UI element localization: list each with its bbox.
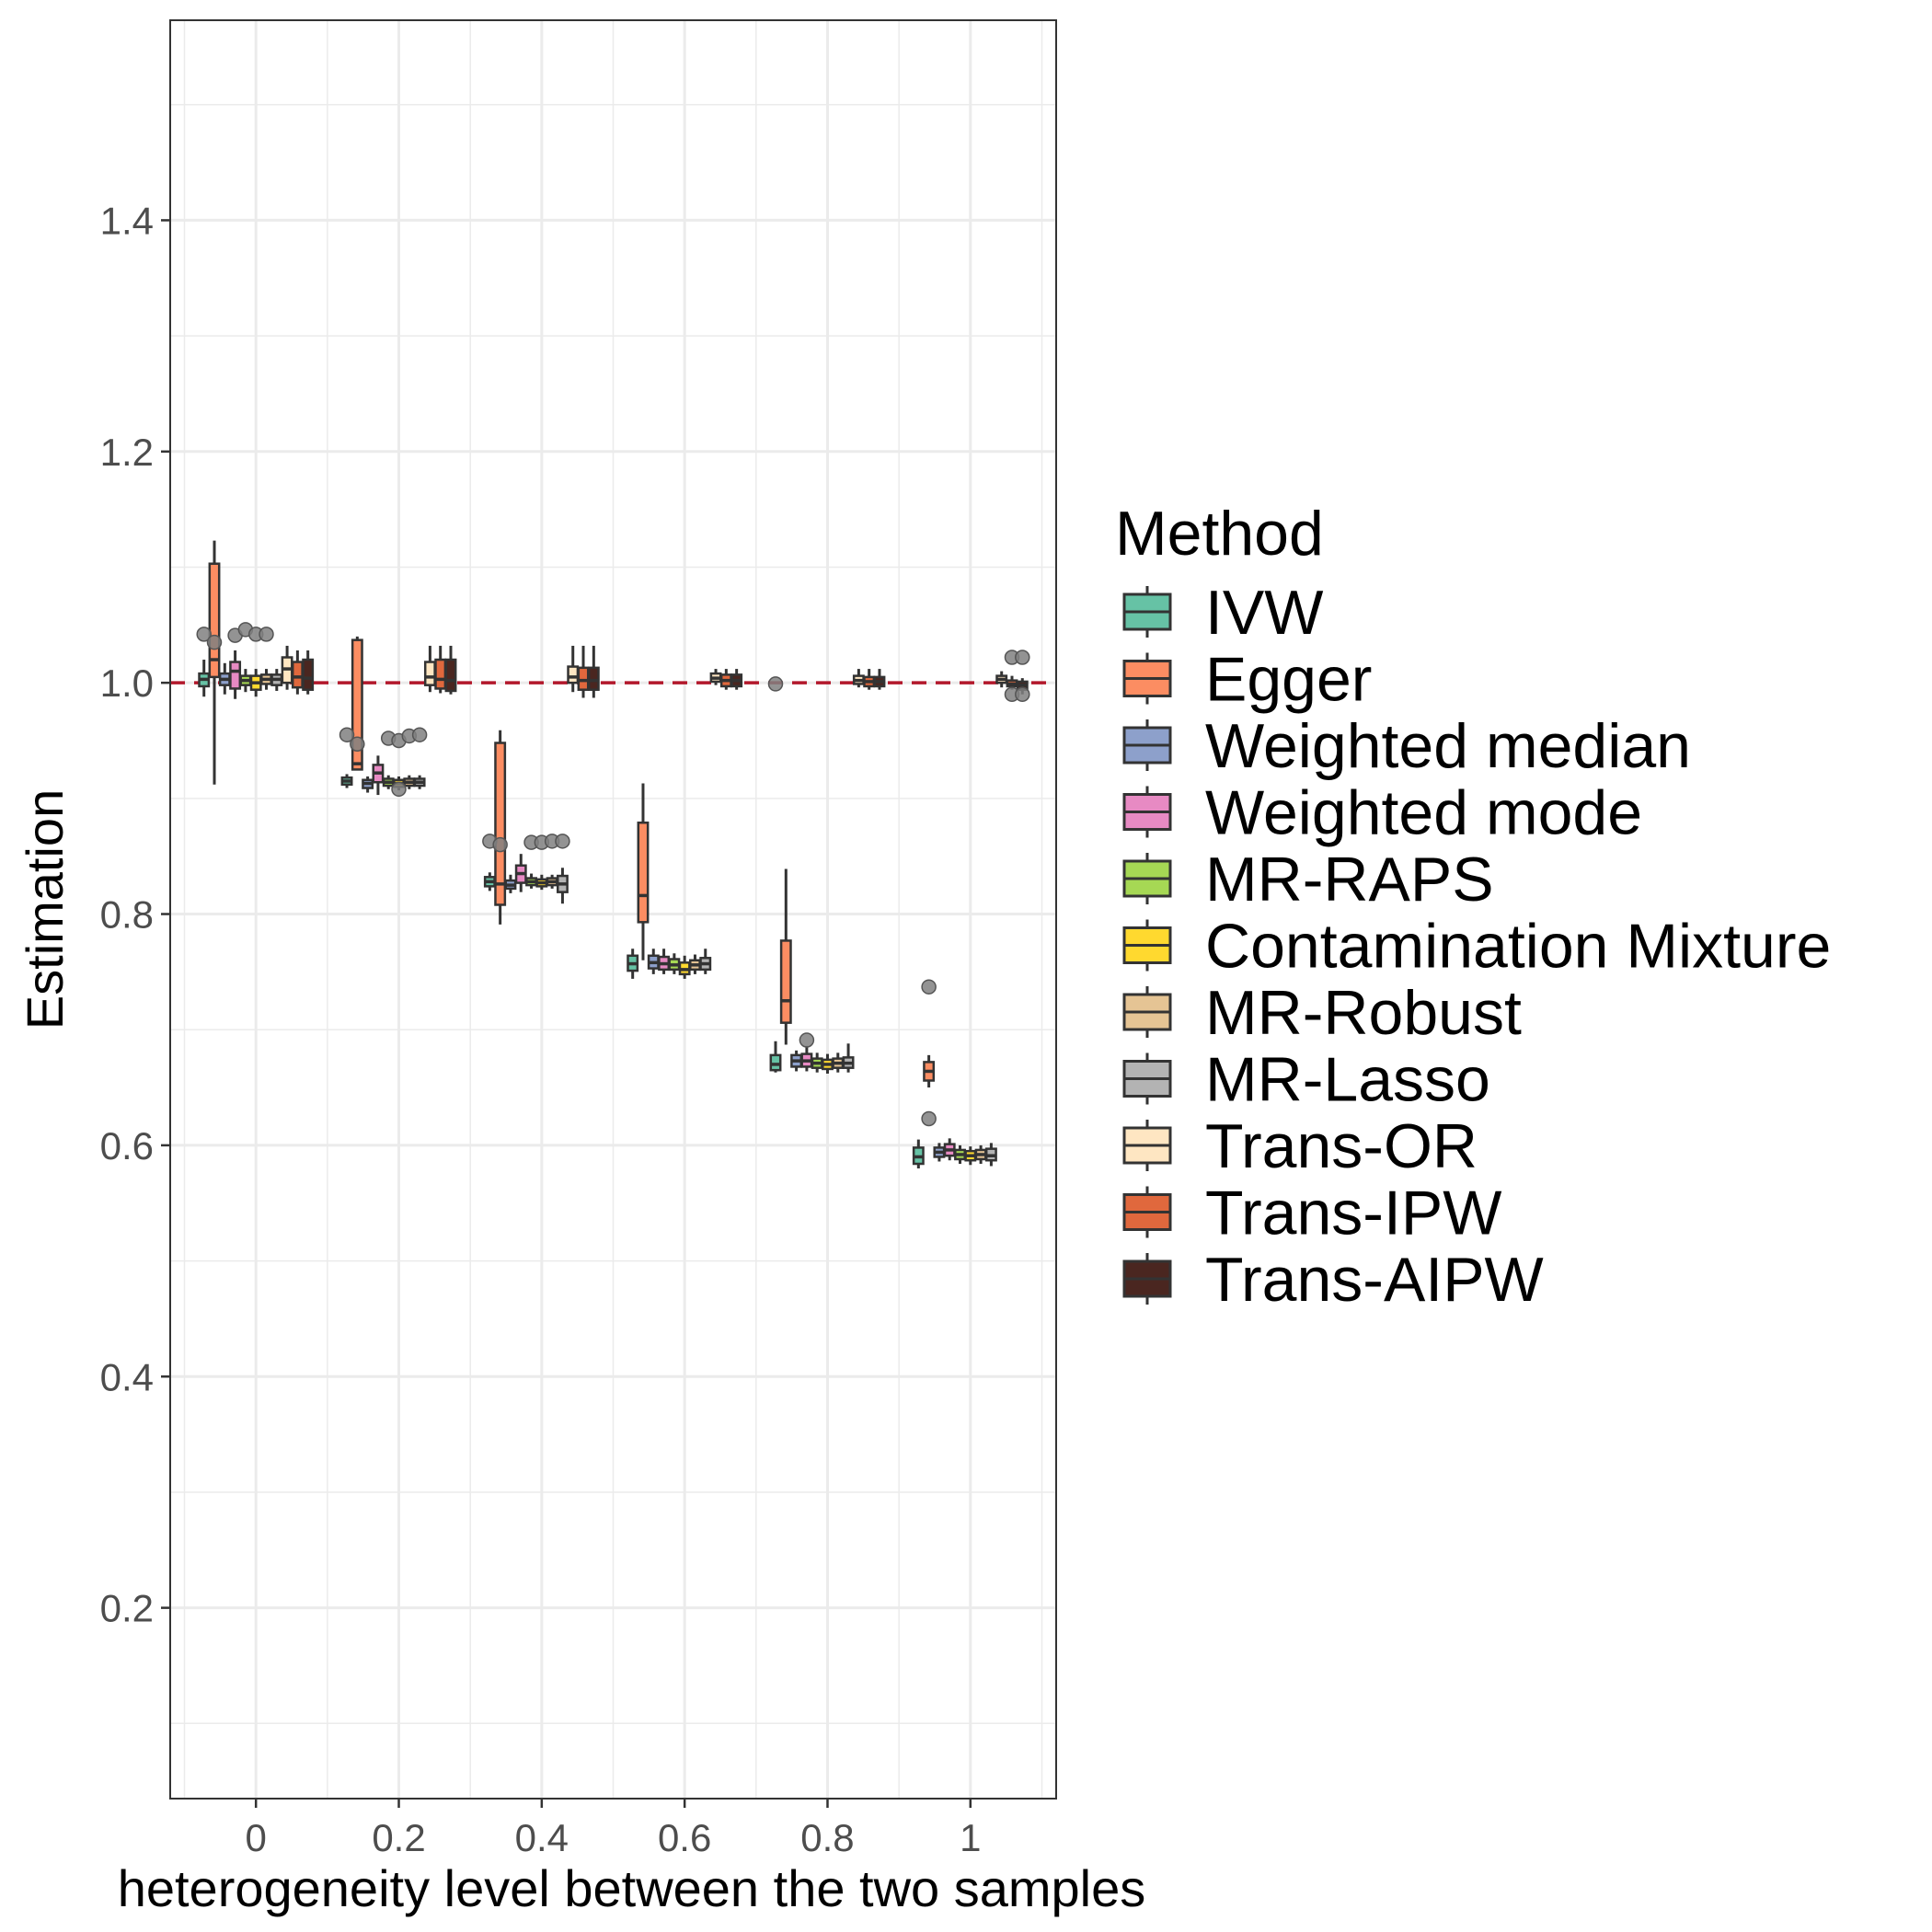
outliers-layer (196, 622, 1030, 1127)
box-egger (208, 562, 221, 679)
outlier-point (196, 627, 212, 642)
outlier-point (259, 627, 274, 642)
box-trans-ipw (577, 666, 590, 691)
box-trans-ipw (291, 661, 304, 689)
axes-layer: 0.2 0.4 0.6 0.8 1.0 1.2 1.4 0 0.2 0.4 0.6 0.8 1 (100, 199, 982, 1859)
y-tick-label: 1.4 (100, 199, 154, 242)
legend-label: MR-Lasso (1205, 1045, 1490, 1115)
outlier-point (350, 736, 365, 753)
legend-label: MR-Robust (1205, 978, 1522, 1048)
box-weighted-mode (229, 661, 242, 690)
box-trans-ipw (434, 658, 447, 690)
grid-layer (170, 20, 1056, 1799)
y-tick-label: 0.8 (100, 893, 154, 937)
outlier-point (1015, 686, 1030, 702)
box-trans-or (423, 661, 436, 686)
box-trans-aipw (302, 658, 315, 691)
outlier-point (799, 1032, 815, 1048)
outlier-point (206, 634, 223, 650)
outlier-point (555, 834, 570, 849)
y-axis-title: Estimation (16, 789, 74, 1029)
box-egger (351, 638, 363, 771)
outlier-point (391, 781, 407, 798)
legend-label: Contamination Mixture (1205, 912, 1831, 982)
legend-label: Trans-OR (1205, 1111, 1478, 1181)
plot-panel-border (169, 19, 1057, 1800)
x-tick-label: 0.4 (515, 1816, 569, 1859)
box-egger (637, 821, 650, 924)
outlier-point (411, 727, 428, 742)
x-tick-label: 0.8 (800, 1816, 854, 1859)
box-egger (779, 939, 792, 1024)
legend-label: Weighted mode (1205, 778, 1642, 848)
legend-label: Trans-IPW (1205, 1179, 1501, 1248)
x-tick-label: 0.2 (372, 1816, 425, 1859)
box-trans-or (567, 665, 580, 684)
y-tick-label: 0.6 (100, 1124, 154, 1167)
y-tick-label: 1.0 (100, 661, 154, 705)
y-tick-label: 1.2 (100, 431, 154, 474)
x-tick-label: 0.6 (658, 1816, 711, 1859)
outlier-point (1015, 650, 1030, 665)
x-axis-title: heterogeneity level between the two samp… (118, 1859, 1146, 1917)
legend-label: MR-RAPS (1205, 845, 1494, 914)
outlier-point (921, 1110, 937, 1127)
legend-label: Egger (1205, 645, 1372, 715)
y-tick-label: 0.2 (100, 1587, 154, 1630)
outlier-point (492, 836, 508, 853)
outlier-point (339, 727, 355, 742)
legend-label: IVW (1205, 578, 1323, 648)
box-egger (494, 742, 507, 906)
outlier-point (921, 979, 937, 995)
box-ivw (769, 1053, 782, 1072)
legend-label: Weighted median (1205, 711, 1691, 781)
legend-title: Method (1115, 499, 1324, 569)
box-trans-aipw (587, 666, 600, 691)
x-tick-label: 1 (960, 1816, 981, 1859)
box-trans-aipw (444, 658, 457, 693)
legend-label: Trans-AIPW (1205, 1245, 1544, 1315)
x-tick-label: 0 (246, 1816, 267, 1859)
outlier-point (767, 676, 784, 692)
y-tick-label: 0.4 (100, 1355, 154, 1398)
